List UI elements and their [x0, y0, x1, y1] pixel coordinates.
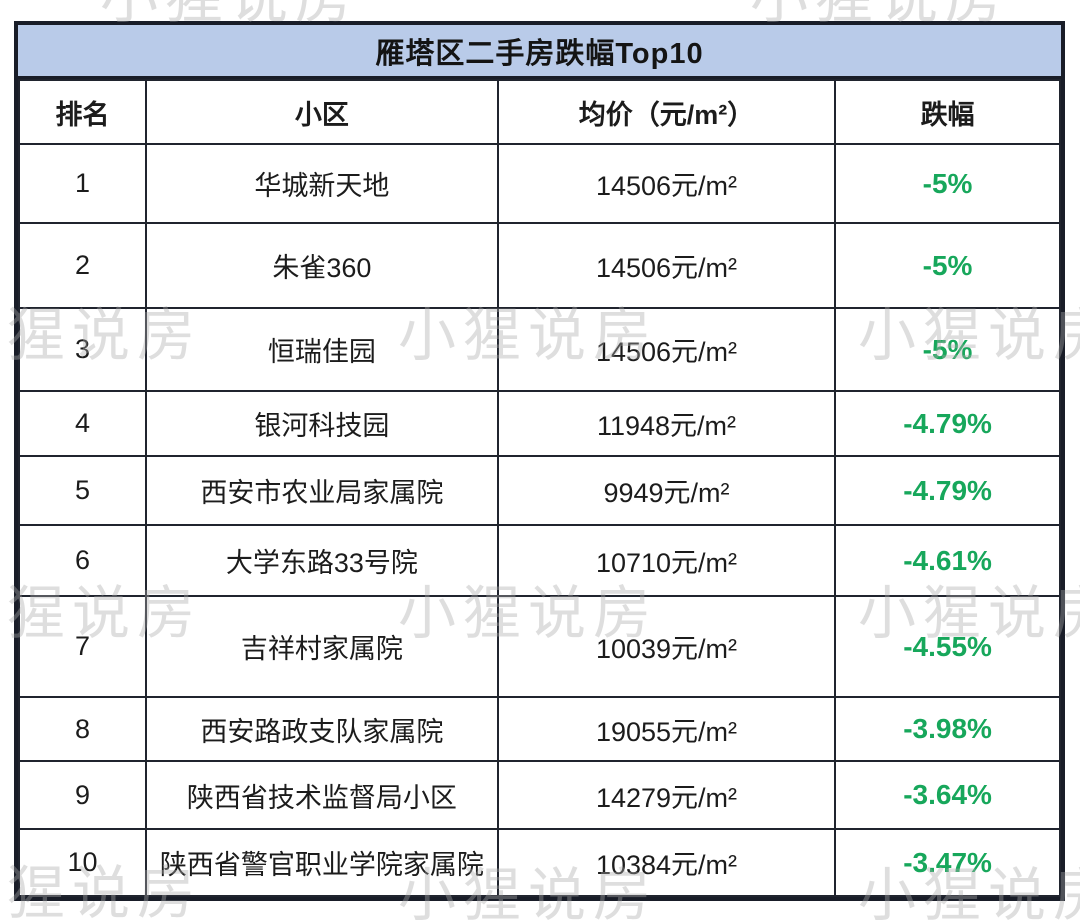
community-cell: 大学东路33号院 — [145, 524, 499, 597]
drop-cell: -4.79% — [834, 390, 1061, 457]
community-cell: 陕西省技术监督局小区 — [145, 760, 499, 830]
table-row: 6 大学东路33号院 10710元/m² -4.61% — [18, 524, 1061, 597]
community-cell: 朱雀360 — [145, 222, 499, 309]
price-cell: 14279元/m² — [496, 760, 837, 830]
rank-cell: 10 — [18, 828, 147, 897]
header-price: 均价（元/m²） — [496, 79, 837, 145]
table-row: 4 银河科技园 11948元/m² -4.79% — [18, 390, 1061, 457]
rank-cell: 4 — [18, 390, 147, 457]
rank-cell: 7 — [18, 595, 147, 698]
drop-cell: -4.55% — [834, 595, 1061, 698]
community-cell: 西安路政支队家属院 — [145, 696, 499, 762]
community-cell: 恒瑞佳园 — [145, 307, 499, 392]
table-row: 8 西安路政支队家属院 19055元/m² -3.98% — [18, 696, 1061, 762]
table-row: 2 朱雀360 14506元/m² -5% — [18, 222, 1061, 309]
community-cell: 华城新天地 — [145, 143, 499, 224]
drop-cell: -5% — [834, 222, 1061, 309]
header-drop: 跌幅 — [834, 79, 1061, 145]
drop-cell: -5% — [834, 143, 1061, 224]
drop-cell: -4.61% — [834, 524, 1061, 597]
community-cell: 银河科技园 — [145, 390, 499, 457]
rank-cell: 2 — [18, 222, 147, 309]
rank-cell: 9 — [18, 760, 147, 830]
rank-cell: 1 — [18, 143, 147, 224]
header-row: 排名 小区 均价（元/m²） 跌幅 — [18, 79, 1061, 145]
drop-cell: -3.98% — [834, 696, 1061, 762]
rank-cell: 3 — [18, 307, 147, 392]
price-drop-panel: 雁塔区二手房跌幅Top10 排名 小区 均价（元/m²） 跌幅 1 华城新天地 … — [14, 21, 1065, 901]
table-title: 雁塔区二手房跌幅Top10 — [18, 25, 1061, 79]
price-cell: 10710元/m² — [496, 524, 837, 597]
table-row: 1 华城新天地 14506元/m² -5% — [18, 143, 1061, 224]
price-cell: 14506元/m² — [496, 222, 837, 309]
rank-cell: 8 — [18, 696, 147, 762]
rank-cell: 5 — [18, 455, 147, 526]
price-drop-table: 排名 小区 均价（元/m²） 跌幅 1 华城新天地 14506元/m² -5% … — [18, 79, 1061, 897]
community-cell: 西安市农业局家属院 — [145, 455, 499, 526]
community-cell: 陕西省警官职业学院家属院 — [145, 828, 499, 897]
price-cell: 19055元/m² — [496, 696, 837, 762]
table-row: 9 陕西省技术监督局小区 14279元/m² -3.64% — [18, 760, 1061, 830]
price-cell: 14506元/m² — [496, 143, 837, 224]
price-cell: 10039元/m² — [496, 595, 837, 698]
community-cell: 吉祥村家属院 — [145, 595, 499, 698]
drop-cell: -4.79% — [834, 455, 1061, 526]
table-row: 3 恒瑞佳园 14506元/m² -5% — [18, 307, 1061, 392]
price-cell: 14506元/m² — [496, 307, 837, 392]
price-cell: 9949元/m² — [496, 455, 837, 526]
price-cell: 10384元/m² — [496, 828, 837, 897]
price-cell: 11948元/m² — [496, 390, 837, 457]
header-community: 小区 — [145, 79, 499, 145]
header-rank: 排名 — [18, 79, 147, 145]
table-row: 10 陕西省警官职业学院家属院 10384元/m² -3.47% — [18, 828, 1061, 897]
drop-cell: -3.64% — [834, 760, 1061, 830]
table-row: 7 吉祥村家属院 10039元/m² -4.55% — [18, 595, 1061, 698]
table-row: 5 西安市农业局家属院 9949元/m² -4.79% — [18, 455, 1061, 526]
rank-cell: 6 — [18, 524, 147, 597]
drop-cell: -3.47% — [834, 828, 1061, 897]
drop-cell: -5% — [834, 307, 1061, 392]
